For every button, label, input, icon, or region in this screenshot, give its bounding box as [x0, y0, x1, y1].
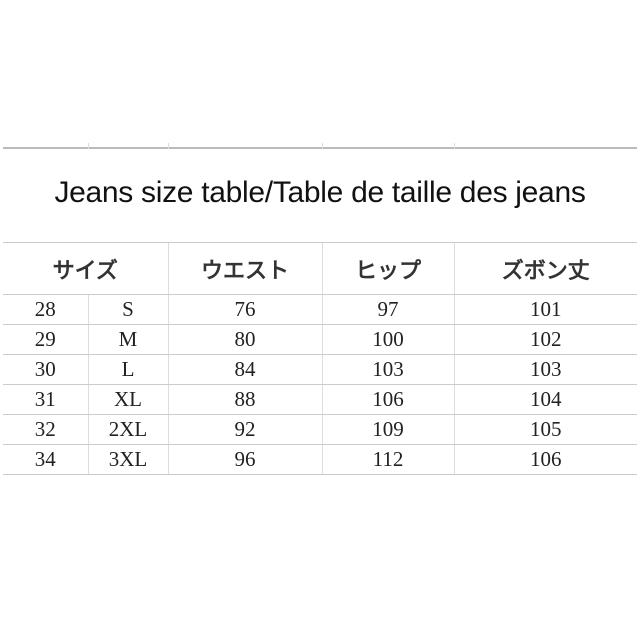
- size-number-cell: 29: [3, 324, 88, 355]
- size-letter-cell: 2XL: [87, 414, 168, 445]
- header-row: サイズ ウエスト ヒップ ズボン丈: [3, 242, 637, 295]
- hip-cell: 103: [321, 354, 454, 385]
- size-letter-cell: 3XL: [87, 444, 168, 475]
- divider-tick: [88, 143, 89, 149]
- size-letter-cell: L: [87, 354, 168, 385]
- waist-cell: 84: [167, 354, 322, 385]
- table-row: 34 3XL 96 112 106: [3, 444, 637, 475]
- waist-cell: 88: [167, 384, 322, 415]
- hip-cell: 109: [321, 414, 454, 445]
- length-cell: 105: [453, 414, 637, 445]
- size-number-cell: 31: [3, 384, 88, 415]
- length-cell: 102: [453, 324, 637, 355]
- header-length: ズボン丈: [453, 242, 637, 295]
- table-row: 29 M 80 100 102: [3, 324, 637, 355]
- table-row: 32 2XL 92 109 105: [3, 414, 637, 445]
- hip-cell: 97: [321, 294, 454, 325]
- hip-cell: 106: [321, 384, 454, 415]
- divider-tick: [454, 143, 455, 149]
- length-cell: 106: [453, 444, 637, 475]
- size-number-cell: 28: [3, 294, 88, 325]
- length-cell: 104: [453, 384, 637, 415]
- size-number-cell: 30: [3, 354, 88, 385]
- size-number-cell: 34: [3, 444, 88, 475]
- header-hip: ヒップ: [321, 242, 454, 295]
- divider-tick: [168, 143, 169, 149]
- waist-cell: 76: [167, 294, 322, 325]
- header-size: サイズ: [3, 242, 168, 295]
- length-cell: 101: [453, 294, 637, 325]
- table-title: Jeans size table/Table de taille des jea…: [54, 176, 586, 209]
- waist-cell: 96: [167, 444, 322, 475]
- hip-cell: 100: [321, 324, 454, 355]
- table-row: 31 XL 88 106 104: [3, 384, 637, 415]
- table-row: 30 L 84 103 103: [3, 354, 637, 385]
- size-number-cell: 32: [3, 414, 88, 445]
- divider-tick: [322, 143, 323, 149]
- size-letter-cell: XL: [87, 384, 168, 415]
- size-letter-cell: M: [87, 324, 168, 355]
- hip-cell: 112: [321, 444, 454, 475]
- header-waist: ウエスト: [167, 242, 322, 295]
- top-divider: [3, 147, 637, 149]
- table-row: 28 S 76 97 101: [3, 294, 637, 325]
- waist-cell: 92: [167, 414, 322, 445]
- length-cell: 103: [453, 354, 637, 385]
- waist-cell: 80: [167, 324, 322, 355]
- size-table: サイズ ウエスト ヒップ ズボン丈 28 S 76 97 101 29 M 80 100 102 3…: [3, 242, 637, 475]
- size-letter-cell: S: [87, 294, 168, 325]
